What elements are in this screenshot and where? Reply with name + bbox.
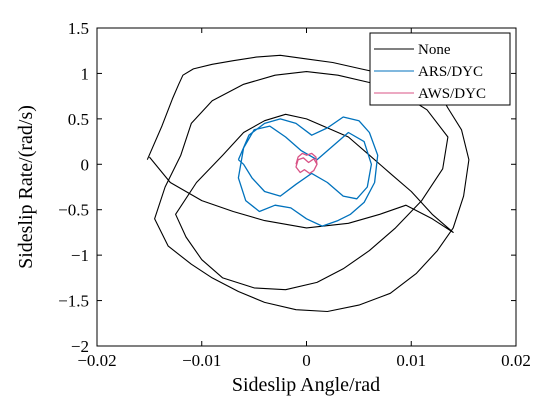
y-tick-label: −0.5 [58,201,89,220]
legend-label-none: None [418,42,451,58]
series-line-ars-dyc [237,116,379,227]
legend-label-ars-dyc: ARS/DYC [418,64,483,80]
x-axis-label: Sideslip Angle/rad [232,374,380,396]
y-tick-label: 0.5 [68,110,89,129]
series-line-aws-dyc [295,152,318,175]
y-tick-label: −2 [71,337,89,356]
y-tick-label: −1.5 [58,292,89,311]
legend: None ARS/DYC AWS/DYC [369,32,511,106]
y-tick-label: 0 [81,155,90,174]
y-tick-label: 1 [81,64,90,83]
y-axis-label: Sideslip Rate/(rad/s) [15,105,37,269]
x-tick-label: 0 [302,351,311,370]
y-tick-label: 1.5 [68,19,89,38]
x-tick-label: 0.02 [501,351,531,370]
x-tick-label: −0.02 [77,351,116,370]
legend-label-aws-dyc: AWS/DYC [418,86,486,102]
y-tick-label: −1 [71,246,89,265]
x-tick-label: −0.01 [182,351,221,370]
x-tick-label: 0.01 [396,351,426,370]
tick-layer: −0.02 −0.01 0 0.01 0.02 1.5 1 0.5 0 −0.5 −1 −1.5 −2 [58,19,531,370]
